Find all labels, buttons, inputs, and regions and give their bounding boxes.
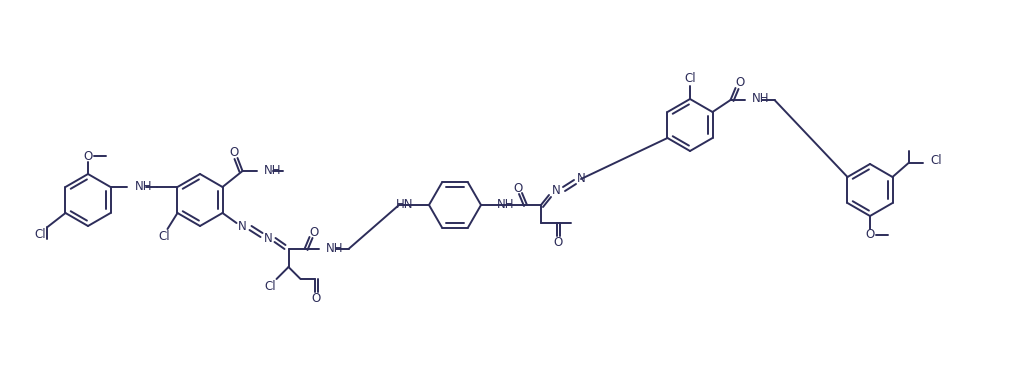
Text: O: O: [865, 228, 875, 242]
Text: N: N: [238, 220, 247, 234]
Text: Cl: Cl: [264, 279, 277, 292]
Text: O: O: [513, 182, 523, 195]
Text: O: O: [309, 225, 318, 238]
Text: NH: NH: [135, 180, 152, 192]
Text: N: N: [576, 172, 586, 186]
Text: O: O: [83, 150, 93, 162]
Text: NH: NH: [263, 164, 281, 177]
Text: HN: HN: [395, 198, 413, 210]
Text: Cl: Cl: [684, 72, 696, 86]
Text: NH: NH: [325, 242, 343, 255]
Text: O: O: [554, 237, 563, 249]
Text: NH: NH: [751, 93, 769, 105]
Text: O: O: [228, 146, 238, 159]
Text: O: O: [735, 75, 744, 88]
Text: Cl: Cl: [930, 154, 943, 168]
Text: N: N: [552, 184, 561, 198]
Text: O: O: [311, 292, 320, 306]
Text: Cl: Cl: [158, 231, 170, 243]
Text: NH: NH: [497, 198, 514, 210]
Text: Cl: Cl: [35, 228, 46, 242]
Text: N: N: [264, 232, 273, 246]
